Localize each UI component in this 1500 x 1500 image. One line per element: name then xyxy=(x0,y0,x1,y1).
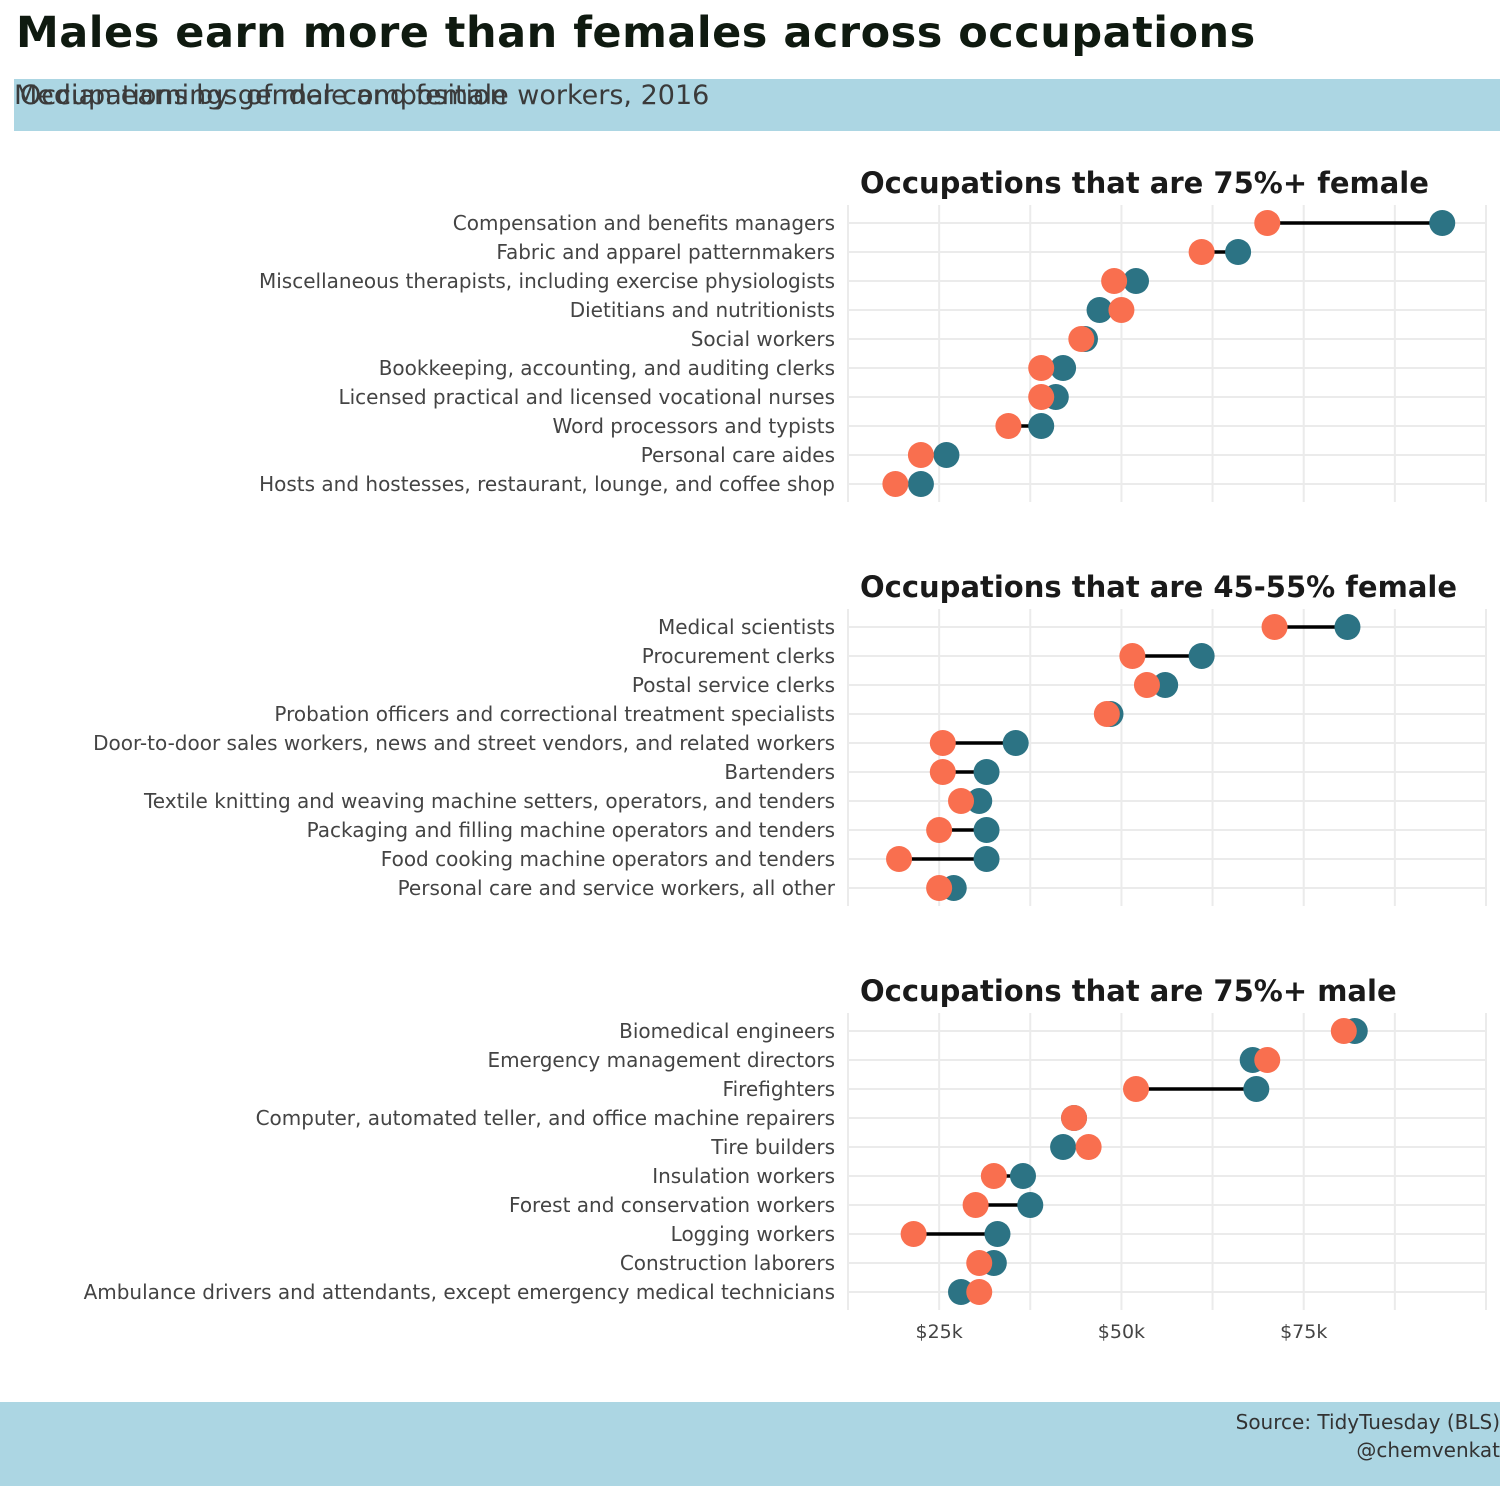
male-point xyxy=(1002,730,1029,756)
male-point xyxy=(973,817,1000,843)
chart-title: Males earn more than females across occu… xyxy=(16,8,1256,58)
male-point xyxy=(1429,210,1456,236)
caption-author: @chemvenkat xyxy=(1356,1438,1500,1462)
male-point xyxy=(966,788,993,814)
occupation-label: Tire builders xyxy=(710,1135,835,1159)
male-point xyxy=(1086,297,1113,323)
occupation-label: Postal service clerks xyxy=(632,673,835,697)
female-point xyxy=(1028,355,1055,381)
female-point xyxy=(907,442,934,468)
female-point xyxy=(926,817,953,843)
female-point xyxy=(1254,1047,1281,1073)
male-point xyxy=(1017,1192,1044,1218)
female-point xyxy=(929,730,956,756)
female-point xyxy=(948,788,975,814)
female-point xyxy=(1254,210,1281,236)
occupation-label: Emergency management directors xyxy=(487,1048,835,1072)
occupation-label: Hosts and hostesses, restaurant, lounge,… xyxy=(259,472,835,496)
male-point xyxy=(933,442,960,468)
panel-title: Occupations that are 75%+ male xyxy=(860,974,1397,1008)
male-point xyxy=(1028,413,1055,439)
female-point xyxy=(1108,297,1135,323)
male-point xyxy=(973,759,1000,785)
male-point xyxy=(1123,268,1150,294)
female-point xyxy=(1123,1076,1150,1102)
male-point xyxy=(948,1279,975,1305)
chart-caption: Source: TidyTuesday (BLS) @chemvenkat xyxy=(1236,1408,1500,1464)
dumbbell-chart: Occupations that are 75%+ female Compensa… xyxy=(84,166,1487,1343)
occupation-label: Insulation workers xyxy=(652,1164,835,1188)
occupation-label: Bartenders xyxy=(724,760,835,784)
male-point xyxy=(1188,643,1215,669)
female-point xyxy=(1061,1105,1088,1131)
male-point xyxy=(1050,1134,1077,1160)
female-point xyxy=(966,1279,993,1305)
female-point xyxy=(1093,701,1120,727)
caption-band xyxy=(0,1402,1500,1486)
occupation-label: Word processors and typists xyxy=(553,414,835,438)
female-point xyxy=(1330,1018,1357,1044)
male-point xyxy=(1243,1076,1270,1102)
male-point xyxy=(1050,355,1077,381)
occupation-label: Construction laborers xyxy=(620,1251,835,1275)
occupation-label: Door-to-door sales workers, news and str… xyxy=(93,731,835,755)
x-tick-label: $75k xyxy=(1280,1321,1327,1343)
subtitle-band xyxy=(14,79,1500,131)
panel-title: Occupations that are 75%+ female xyxy=(860,166,1429,200)
occupation-label: Compensation and benefits managers xyxy=(453,211,835,235)
female-point xyxy=(1188,239,1215,265)
female-point xyxy=(1075,1134,1102,1160)
female-point xyxy=(980,1163,1007,1189)
male-point xyxy=(1334,614,1361,640)
occupation-label: Food cooking machine operators and tende… xyxy=(381,847,835,871)
female-point xyxy=(882,471,909,497)
female-point xyxy=(900,1221,927,1247)
chart-subtitle-line2: Occupations by gender composition xyxy=(20,80,507,111)
occupation-label: Personal care and service workers, all o… xyxy=(398,876,836,900)
female-point xyxy=(966,1250,993,1276)
occupation-label: Dietitians and nutritionists xyxy=(570,298,835,322)
x-tick-label: $50k xyxy=(1098,1321,1145,1343)
female-point xyxy=(886,846,913,872)
female-point xyxy=(1028,384,1055,410)
occupation-label: Medical scientists xyxy=(658,615,835,639)
female-point xyxy=(1119,643,1146,669)
occupation-label: Firefighters xyxy=(723,1077,835,1101)
occupation-label: Miscellaneous therapists, including exer… xyxy=(259,269,835,293)
female-point xyxy=(995,413,1022,439)
occupation-label: Packaging and filling machine operators … xyxy=(307,818,835,842)
occupation-label: Textile knitting and weaving machine set… xyxy=(143,789,835,813)
female-point xyxy=(929,759,956,785)
occupation-label: Probation officers and correctional trea… xyxy=(274,702,835,726)
female-point xyxy=(1261,614,1288,640)
male-point xyxy=(984,1221,1011,1247)
occupation-label: Personal care aides xyxy=(641,443,835,467)
occupation-label: Computer, automated teller, and office m… xyxy=(256,1106,835,1130)
occupation-label: Logging workers xyxy=(671,1222,835,1246)
occupation-label: Procurement clerks xyxy=(642,644,835,668)
male-point xyxy=(1152,672,1179,698)
male-point xyxy=(907,471,934,497)
occupation-label: Fabric and apparel patternmakers xyxy=(496,240,835,264)
occupation-label: Forest and conservation workers xyxy=(509,1193,835,1217)
male-point xyxy=(1009,1163,1036,1189)
occupation-label: Ambulance drivers and attendants, except… xyxy=(84,1280,835,1304)
occupation-label: Bookkeeping, accounting, and auditing cl… xyxy=(379,356,835,380)
female-point xyxy=(1133,672,1160,698)
female-point xyxy=(1101,268,1128,294)
chart-subtitle-line1: Median earnings of male and female worke… xyxy=(14,80,710,111)
panel-title: Occupations that are 45-55% female xyxy=(860,570,1457,604)
occupation-label: Social workers xyxy=(691,327,835,351)
female-point xyxy=(926,875,953,901)
female-point xyxy=(1068,326,1095,352)
male-point xyxy=(973,846,1000,872)
x-tick-label: $25k xyxy=(916,1321,963,1343)
male-point xyxy=(1225,239,1252,265)
occupation-label: Licensed practical and licensed vocation… xyxy=(338,385,835,409)
occupation-label: Biomedical engineers xyxy=(619,1019,835,1043)
female-point xyxy=(962,1192,989,1218)
caption-source: Source: TidyTuesday (BLS) xyxy=(1235,1410,1500,1434)
